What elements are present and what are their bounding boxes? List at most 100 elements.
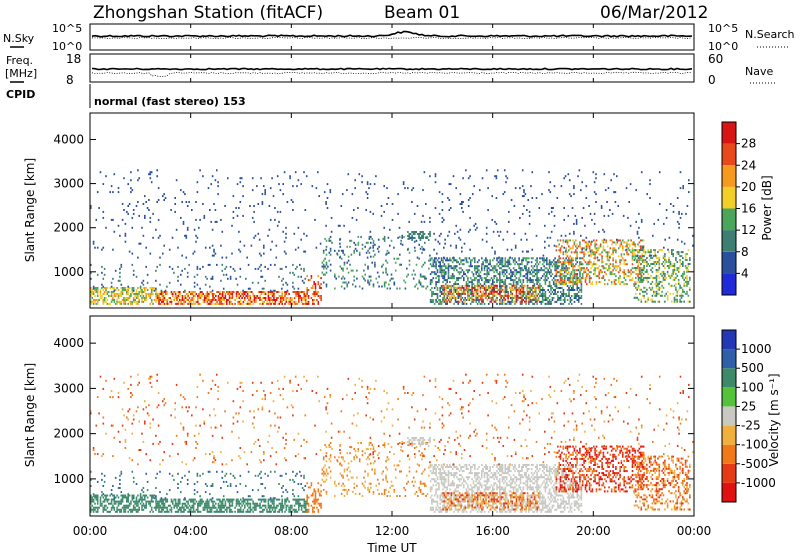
power-cell xyxy=(581,181,583,183)
power-cell xyxy=(642,247,644,249)
velocity-cell xyxy=(269,505,271,507)
power-cell xyxy=(689,257,691,259)
power-cell xyxy=(198,295,200,297)
power-cell xyxy=(430,273,432,275)
power-cell xyxy=(253,221,255,223)
power-cell xyxy=(126,293,128,295)
power-cell xyxy=(581,295,583,297)
velocity-cell xyxy=(193,505,195,507)
power-cell xyxy=(488,281,490,283)
power-cell xyxy=(586,263,588,265)
power-cell xyxy=(364,246,366,248)
power-cell xyxy=(495,265,497,267)
power-cell xyxy=(623,259,625,261)
power-cell xyxy=(459,267,461,269)
power-cell xyxy=(521,267,523,269)
power-cell xyxy=(485,295,487,297)
power-cell xyxy=(263,185,265,187)
power-cell xyxy=(556,279,558,281)
power-cell xyxy=(535,269,537,271)
power-cell xyxy=(469,257,471,259)
power-cell xyxy=(556,283,558,285)
velocity-cell xyxy=(112,499,114,501)
velocity-cell xyxy=(100,505,102,507)
power-cell xyxy=(473,299,475,301)
power-cell xyxy=(520,271,522,273)
power-cell xyxy=(622,245,624,247)
power-cell xyxy=(184,290,186,292)
power-cell xyxy=(300,276,302,278)
power-cell xyxy=(194,303,196,305)
power-cell xyxy=(395,262,397,264)
power-cell xyxy=(510,263,512,265)
power-cell xyxy=(103,217,105,219)
power-cell xyxy=(240,201,242,203)
power-cell xyxy=(671,301,673,303)
velocity-cell xyxy=(248,511,250,513)
power-cell xyxy=(240,181,242,183)
power-cell xyxy=(496,259,498,261)
power-cell xyxy=(643,265,645,267)
velocity-cell xyxy=(208,511,210,513)
velocity-cell xyxy=(171,509,173,511)
power-cell xyxy=(136,297,138,299)
power-cell xyxy=(589,271,591,273)
velocity-cell xyxy=(105,495,107,497)
power-cell xyxy=(305,297,307,299)
velocity-cell xyxy=(272,509,274,511)
power-cell xyxy=(344,264,346,266)
power-cell xyxy=(284,241,286,243)
power-cell xyxy=(458,287,460,289)
power-cell xyxy=(546,257,548,259)
power-cell xyxy=(118,293,120,295)
power-cell xyxy=(430,289,432,291)
power-cell xyxy=(448,299,450,301)
power-cell xyxy=(470,263,472,265)
power-cell xyxy=(230,297,232,299)
power-cell xyxy=(461,203,463,205)
velocity-cell xyxy=(218,505,220,507)
power-cell xyxy=(468,199,470,201)
power-cell xyxy=(327,207,329,209)
power-cell xyxy=(649,179,651,181)
power-cell xyxy=(330,240,332,242)
power-cell xyxy=(121,284,123,286)
velocity-cell xyxy=(141,507,143,509)
power-cell xyxy=(485,259,487,261)
power-cell xyxy=(510,275,512,277)
power-cell xyxy=(584,225,586,227)
power-cell xyxy=(525,265,527,267)
power-cell xyxy=(514,269,516,271)
power-cell xyxy=(689,301,691,303)
power-cell xyxy=(552,273,554,275)
power-cell xyxy=(316,299,318,301)
power-cell xyxy=(668,259,670,261)
power-cell xyxy=(572,275,574,277)
power-cell xyxy=(496,263,498,265)
power-cell xyxy=(367,242,369,244)
power-cell xyxy=(460,203,462,205)
power-cell xyxy=(541,303,543,305)
power-cell xyxy=(675,299,677,301)
power-cell xyxy=(560,269,562,271)
power-colorbar-swatch xyxy=(722,187,736,209)
power-cell xyxy=(245,278,247,280)
velocity-cell xyxy=(193,503,195,505)
power-cell xyxy=(151,293,153,295)
velocity-cell xyxy=(194,499,196,501)
velocity-cell xyxy=(132,497,134,499)
power-cell xyxy=(370,256,372,258)
velocity-cell xyxy=(200,511,202,513)
power-colorbar-swatch xyxy=(722,122,736,144)
power-cell xyxy=(496,281,498,283)
velocity-cell xyxy=(119,503,121,505)
power-cell xyxy=(152,237,154,239)
power-cell xyxy=(473,301,475,303)
power-cell xyxy=(312,185,314,187)
velocity-cell xyxy=(208,507,210,509)
power-cell xyxy=(632,271,634,273)
power-cell xyxy=(484,283,486,285)
power-cell xyxy=(442,287,444,289)
power-cell xyxy=(240,299,242,301)
velocity-cell xyxy=(247,501,249,503)
